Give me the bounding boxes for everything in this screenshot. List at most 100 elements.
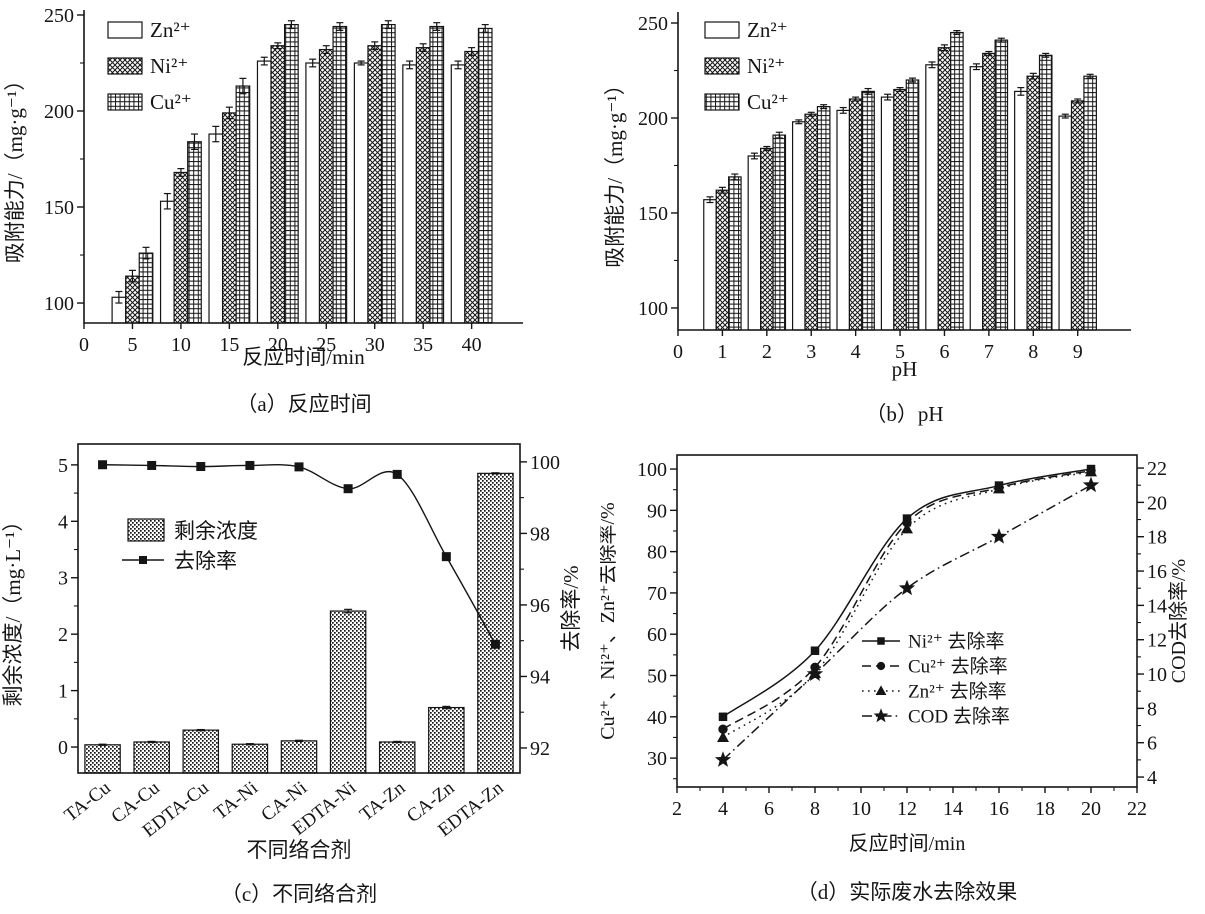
- tick-label: 25: [316, 334, 336, 356]
- legend-swatch: [704, 57, 740, 75]
- tick-label: 10: [171, 334, 191, 356]
- legend-swatch: [127, 518, 165, 542]
- tick-label: 4: [718, 798, 728, 820]
- square-marker: [196, 462, 206, 472]
- bar: [848, 98, 863, 331]
- tick-label: 12: [897, 798, 917, 820]
- bar: [950, 31, 964, 331]
- bar: [1070, 100, 1085, 331]
- bar: [925, 64, 939, 331]
- bar: [367, 45, 383, 324]
- triangle-marker: [717, 731, 729, 742]
- circle-marker: [876, 661, 886, 671]
- tick-label: 3: [58, 568, 68, 590]
- y-axis-label-left: 剩余浓度/（mg·L⁻¹）: [1, 511, 25, 707]
- x-axis-label: 不同络合剂: [247, 838, 352, 862]
- bar: [221, 112, 237, 324]
- bar: [880, 96, 895, 331]
- tick-label: 22: [1127, 798, 1147, 820]
- legend-label: Zn²⁺: [150, 18, 191, 42]
- y-axis-label-right: 去除率/%: [559, 565, 583, 651]
- tick-label: 94: [530, 666, 550, 688]
- subplot-c-complexing-agent-chart: 0 1 2 3 4 5 92 94 96 98 100 TA-Cu CA-Cu EDTA-Cu TA-Ni C…: [0, 430, 600, 914]
- line-series-COD 去除率: [714, 476, 1100, 767]
- star-marker: [1082, 476, 1100, 493]
- bar: [450, 64, 466, 324]
- tick-label: 60: [647, 624, 667, 646]
- bar: [280, 740, 318, 774]
- subplot-d-wastewater-removal-chart: 30 40 50 60 70 80 90 100 4 6 8 10 12 14 16 18 20 22 2 4 6 8 10…: [600, 430, 1205, 914]
- bar: [728, 176, 742, 331]
- square-marker: [147, 460, 157, 470]
- square-marker: [98, 460, 108, 470]
- legend-label: 剩余浓度: [174, 519, 258, 543]
- bar: [429, 25, 445, 324]
- tick-label: 10: [851, 798, 871, 820]
- legend-swatch: [704, 93, 740, 111]
- bar: [1058, 115, 1073, 331]
- tick-label: 40: [647, 707, 667, 729]
- square-marker: [343, 484, 353, 494]
- tick-label: 98: [530, 523, 550, 545]
- tick-label: 6: [764, 798, 774, 820]
- tick-label: 70: [647, 583, 667, 605]
- square-marker: [441, 552, 451, 562]
- bar: [173, 171, 189, 324]
- tick-label: 30: [647, 748, 667, 770]
- y-axis-label-left: Cu²⁺、Ni²⁺、Zn²⁺去除率/%: [600, 502, 619, 739]
- tick-label: 16: [1147, 561, 1167, 583]
- tick-label: 9: [1073, 341, 1083, 363]
- tick-label: 1: [58, 681, 68, 703]
- tick-label: 10: [1147, 664, 1167, 686]
- bar: [1026, 75, 1041, 331]
- bar: [318, 48, 334, 324]
- circle-marker: [718, 724, 728, 734]
- bar: [861, 90, 875, 331]
- bar: [464, 50, 480, 324]
- chart-a-svg: 100 150 200 250 0 5 10 15 20 25 30 35 40 反应时间/min 吸附能力…: [3, 5, 523, 369]
- bar: [182, 729, 220, 774]
- tick-label: 250: [44, 5, 74, 27]
- bar: [836, 109, 851, 331]
- bar: [208, 133, 224, 324]
- triangle-marker: [875, 685, 887, 696]
- triangle-marker: [1085, 465, 1097, 477]
- subplot-d-caption: （d）实际废水去除效果: [796, 880, 1018, 904]
- bar: [703, 199, 717, 331]
- line-series-去除率: [98, 460, 500, 649]
- tick-label: 2: [672, 798, 682, 820]
- bar: [791, 121, 806, 331]
- bar: [256, 60, 272, 324]
- tick-label: 12: [1147, 630, 1167, 652]
- y-axis-label: 吸附能力/（mg·g⁻¹）: [3, 70, 27, 264]
- plot-area: 01234592949698100TA-CuCA-CuEDTA-CuTA-NiC…: [58, 443, 560, 842]
- x-axis-label: 反应时间/min: [849, 832, 966, 855]
- legend-swatch: [107, 93, 143, 111]
- tick-label: 20: [268, 334, 288, 356]
- category-label: TA-Zn: [356, 777, 410, 825]
- bar: [1083, 75, 1097, 331]
- bar: [353, 62, 369, 324]
- star-marker: [714, 751, 732, 767]
- subplot-b-ph-bar-chart: 100 150 200 250 0 1 2 3 4 5 6 7 8 9 pH 吸附能力/（mg·g⁻¹） Zn²…: [600, 0, 1205, 430]
- bar: [937, 47, 952, 331]
- tick-label: 20: [1081, 798, 1101, 820]
- x-axis-label: 反应时间/min: [242, 345, 365, 369]
- tick-label: 16: [989, 798, 1009, 820]
- bar: [138, 252, 154, 324]
- legend-label: Cu²⁺: [747, 90, 789, 114]
- legend-label: Ni²⁺: [747, 54, 785, 78]
- bar-series-Cu²⁺: [728, 30, 1097, 331]
- bar: [329, 610, 367, 774]
- bar: [804, 113, 819, 331]
- tick-label: 0: [673, 341, 683, 363]
- tick-label: 4: [1147, 767, 1157, 789]
- tick-label: 8: [810, 798, 820, 820]
- bar-series-Ni²⁺: [125, 41, 480, 324]
- legend-label: Ni²⁺: [150, 54, 188, 78]
- category-label: TA-Ni: [210, 777, 262, 824]
- chart-b-svg: 100 150 200 250 0 1 2 3 4 5 6 7 8 9 pH 吸附能力/（mg·g⁻¹） Zn²…: [603, 12, 1131, 381]
- bar: [1038, 54, 1053, 331]
